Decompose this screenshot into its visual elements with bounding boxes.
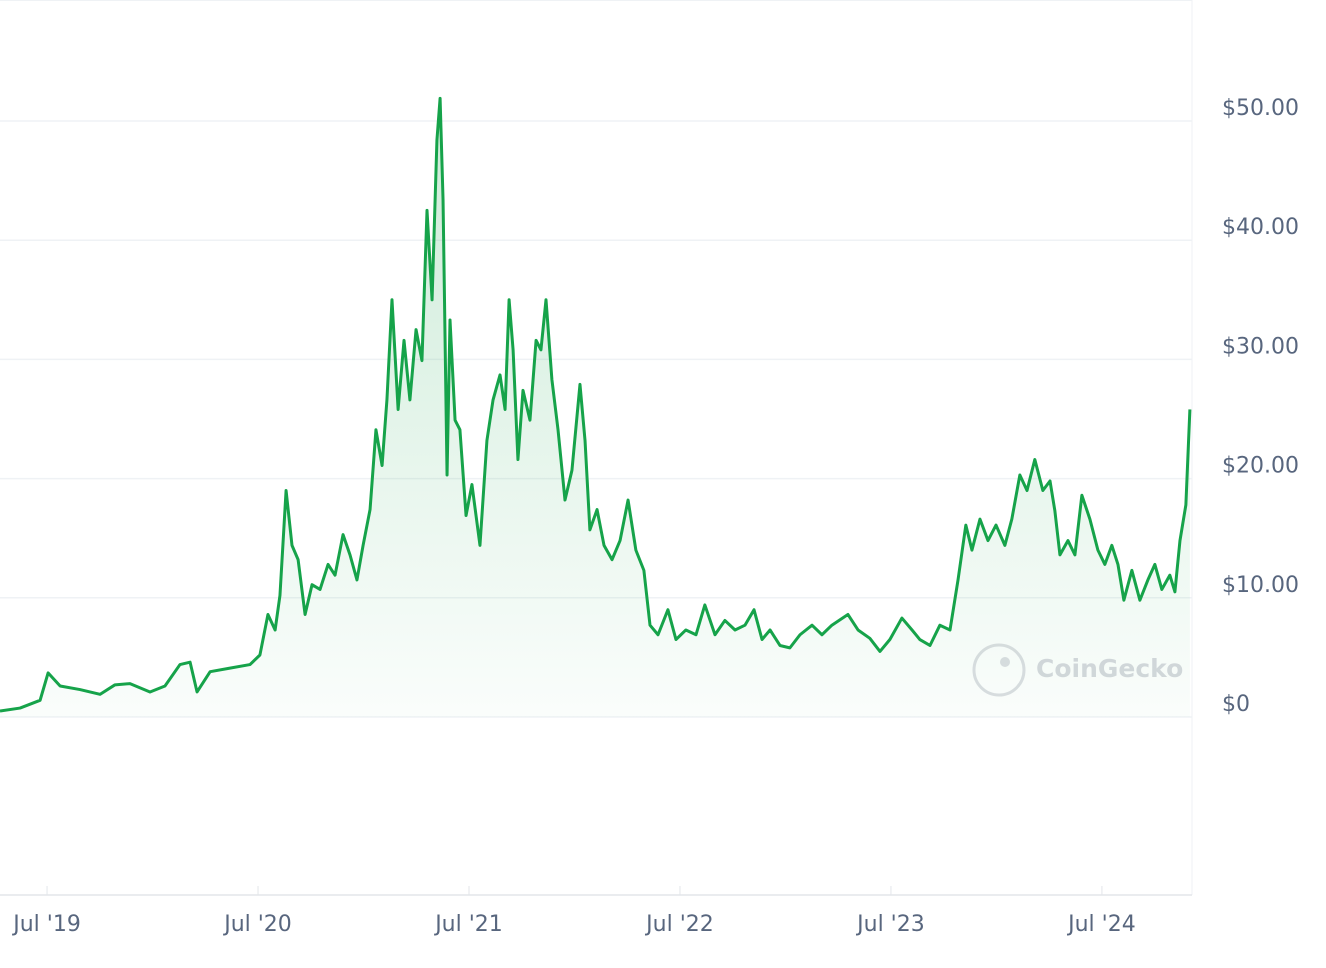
price-line	[0, 96, 1192, 713]
y-tick-label: $50.00	[1222, 96, 1299, 121]
x-tick-label: Jul '19	[11, 912, 81, 937]
x-tick-label: Jul '23	[855, 912, 925, 937]
x-tick-label: Jul '24	[1066, 912, 1136, 937]
watermark: CoinGecko	[972, 643, 1183, 697]
y-tick-label: $20.00	[1222, 454, 1299, 479]
y-tick-label: $10.00	[1222, 573, 1299, 598]
x-tick-label: Jul '20	[222, 912, 292, 937]
y-tick-label: $0	[1222, 692, 1250, 717]
x-tick-label: Jul '21	[433, 912, 503, 937]
axis-labels: $0 $10.00 $20.00 $30.00 $40.00 $50.00 Jul '19 J…	[11, 96, 1299, 937]
watermark-logo	[972, 643, 1026, 697]
y-tick-label: $40.00	[1222, 215, 1299, 240]
watermark-logo-eye	[1000, 657, 1010, 667]
plot	[0, 96, 1192, 718]
area-fill	[0, 98, 1190, 718]
x-tick-label: Jul '22	[644, 912, 714, 937]
y-tick-label: $30.00	[1222, 334, 1299, 359]
watermark-text: CoinGecko	[1036, 654, 1183, 683]
